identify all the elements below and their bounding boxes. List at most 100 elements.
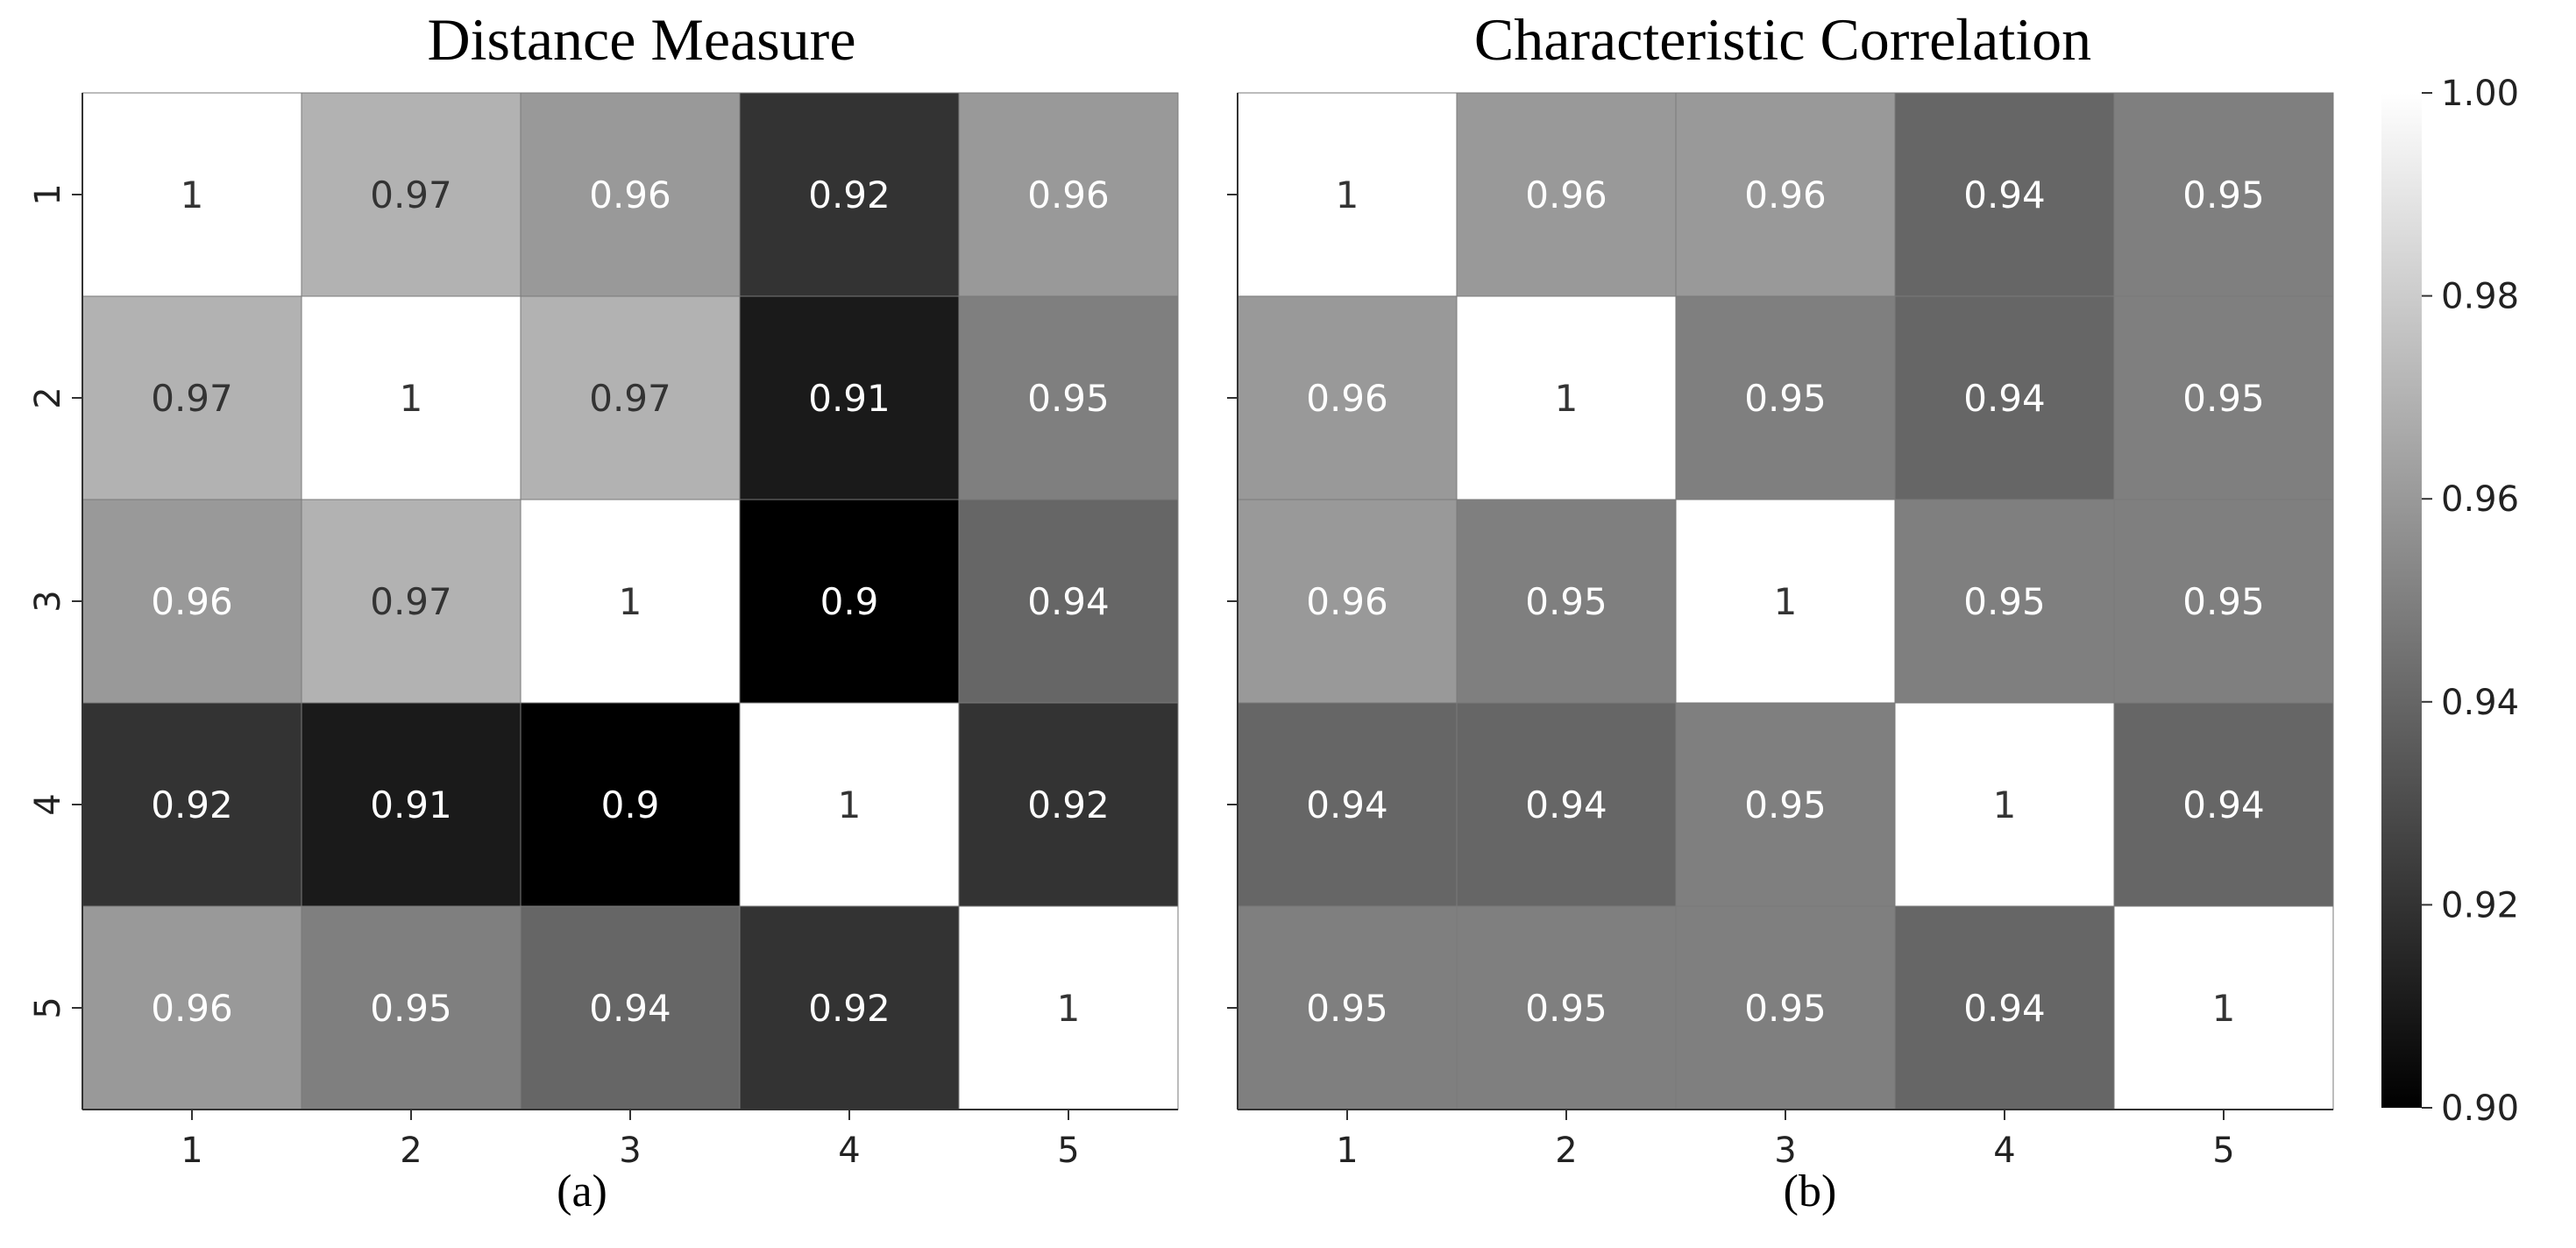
- cell-value-label-a-r3-c1: 0.96: [151, 580, 233, 623]
- cell-value-label-a-r3-c5: 0.94: [1027, 580, 1110, 623]
- cell-value-label-a-r4-c3: 0.9: [601, 784, 660, 826]
- cell-value-label-b-r4-c1: 0.94: [1306, 784, 1388, 826]
- cell-value-label-a-r1-c5: 0.96: [1027, 174, 1110, 216]
- heatmap-cell-a-r3-c2: [301, 499, 522, 704]
- heatmap-cell-b-r3-c1: [1237, 499, 1458, 704]
- axes-b: 1 2 3 4 5: [1227, 93, 2333, 1171]
- cell-value-label-b-r5-c2: 0.95: [1525, 987, 1607, 1030]
- heatmap-cells-b: 1 0.96 0.96 0.94 0.95 0.96 1 0.95 0.94 0.95 0.96 0.…: [1237, 92, 2334, 1110]
- heatmap-cell-b-r3-c3: [1675, 499, 1896, 704]
- cell-value-label-b-r4-c3: 0.95: [1744, 784, 1827, 826]
- colorbar-tick-label-5: 0.92: [2441, 885, 2519, 925]
- cell-value-label-a-r5-c1: 0.96: [151, 987, 233, 1030]
- colorbar-gradient: [2381, 93, 2422, 1108]
- x-tick-label-b-3: 3: [1774, 1131, 1796, 1171]
- cell-value-label-a-r3-c2: 0.97: [370, 580, 452, 623]
- x-tick-label-a-5: 5: [1057, 1131, 1079, 1171]
- heatmap-cell-a-r5-c3: [520, 905, 741, 1110]
- cell-value-label-a-r3-c3: 1: [619, 580, 642, 623]
- cell-value-label-a-r4-c5: 0.92: [1027, 784, 1110, 826]
- heatmap-cell-b-r3-c5: [2113, 499, 2334, 704]
- x-tick-label-b-4: 4: [1993, 1131, 2015, 1171]
- heatmap-cell-a-r3-c5: [958, 499, 1179, 704]
- heatmap-cell-a-r2-c5: [958, 295, 1179, 500]
- cell-value-label-a-r1-c4: 0.92: [808, 174, 891, 216]
- heatmap-cell-b-r5-c1: [1237, 905, 1458, 1110]
- colorbar: 1.00 0.98 0.96 0.94 0.92 0.90: [2381, 74, 2519, 1129]
- cell-value-label-a-r4-c4: 1: [838, 784, 862, 826]
- heatmap-cell-b-r3-c2: [1456, 499, 1677, 704]
- cell-value-label-a-r1-c3: 0.96: [589, 174, 671, 216]
- cell-value-label-b-r2-c1: 0.96: [1306, 377, 1388, 420]
- y-tick-label-a-5: 5: [28, 996, 68, 1018]
- heatmap-cell-b-r2-c4: [1894, 295, 2115, 500]
- heatmap-cell-a-r1-c3: [520, 92, 741, 297]
- axes-a: 1 2 3 4 5 1 2 3 4 5: [28, 93, 1178, 1171]
- heatmap-cell-a-r5-c1: [82, 905, 302, 1110]
- y-tick-label-a-2: 2: [28, 386, 68, 408]
- cell-value-label-a-r1-c1: 1: [181, 174, 204, 216]
- cell-value-label-b-r3-c1: 0.96: [1306, 580, 1388, 623]
- heatmap-cell-b-r1-c5: [2113, 92, 2334, 297]
- cell-value-label-b-r5-c4: 0.94: [1963, 987, 2046, 1030]
- heatmap-cell-a-r3-c3: [520, 499, 741, 704]
- cell-value-label-a-r5-c3: 0.94: [589, 987, 671, 1030]
- heatmap-cell-a-r2-c3: [520, 295, 741, 500]
- heatmap-cell-a-r2-c2: [301, 295, 522, 500]
- heatmap-cell-b-r4-c4: [1894, 702, 2115, 907]
- cell-value-label-b-r5-c5: 1: [2212, 987, 2236, 1030]
- cell-value-label-b-r2-c3: 0.95: [1744, 377, 1827, 420]
- heatmap-cell-b-r4-c2: [1456, 702, 1677, 907]
- cell-value-label-a-r4-c1: 0.92: [151, 784, 233, 826]
- heatmap-cell-b-r1-c3: [1675, 92, 1896, 297]
- colorbar-tick-label-1: 1.00: [2441, 74, 2519, 114]
- cell-value-label-b-r5-c1: 0.95: [1306, 987, 1388, 1030]
- cell-value-label-a-r2-c1: 0.97: [151, 377, 233, 420]
- x-tick-label-b-1: 1: [1336, 1131, 1358, 1171]
- y-tick-label-a-4: 4: [28, 793, 68, 815]
- cell-value-label-b-r1-c3: 0.96: [1744, 174, 1827, 216]
- heatmap-cell-b-r3-c4: [1894, 499, 2115, 704]
- heatmap-cell-b-r2-c3: [1675, 295, 1896, 500]
- cell-value-label-b-r3-c2: 0.95: [1525, 580, 1607, 623]
- x-tick-label-a-4: 4: [838, 1131, 860, 1171]
- x-tick-label-b-2: 2: [1555, 1131, 1577, 1171]
- cell-value-label-b-r5-c3: 0.95: [1744, 987, 1827, 1030]
- chart-title-b: Characteristic Correlation: [1474, 6, 2091, 73]
- cell-value-label-b-r2-c5: 0.95: [2182, 377, 2265, 420]
- x-tick-label-a-2: 2: [400, 1131, 422, 1171]
- cell-value-label-a-r2-c2: 1: [400, 377, 423, 420]
- heatmap-cell-a-r2-c1: [82, 295, 302, 500]
- heatmap-cell-a-r5-c5: [958, 905, 1179, 1110]
- cell-value-label-b-r1-c2: 0.96: [1525, 174, 1607, 216]
- heatmap-cells-a: 1 0.97 0.96 0.92 0.960.97 1 0.97 0.91 0.950.96 0.…: [82, 92, 1179, 1110]
- heatmap-cell-b-r2-c5: [2113, 295, 2334, 500]
- heatmap-cell-b-r5-c3: [1675, 905, 1896, 1110]
- cell-value-label-a-r5-c4: 0.92: [808, 987, 891, 1030]
- heatmap-cell-b-r4-c3: [1675, 702, 1896, 907]
- x-tick-label-b-5: 5: [2212, 1131, 2234, 1171]
- chart-title-a: Distance Measure: [427, 6, 855, 73]
- cell-value-label-b-r1-c5: 0.95: [2182, 174, 2265, 216]
- colorbar-ticks: 1.00 0.98 0.96 0.94 0.92 0.90: [2422, 74, 2519, 1129]
- colorbar-tick-label-3: 0.96: [2441, 479, 2519, 520]
- cell-value-label-a-r2-c4: 0.91: [808, 377, 891, 420]
- cell-value-label-a-r3-c4: 0.9: [820, 580, 879, 623]
- heatmap-cell-a-r4-c4: [739, 702, 960, 907]
- cell-value-label-b-r4-c4: 1: [1993, 784, 2017, 826]
- heatmap-cell-b-r5-c2: [1456, 905, 1677, 1110]
- cell-value-label-b-r3-c5: 0.95: [2182, 580, 2265, 623]
- colorbar-tick-label-4: 0.94: [2441, 683, 2519, 723]
- caption-a: (a): [557, 1166, 607, 1216]
- colorbar-tick-label-2: 0.98: [2441, 277, 2519, 317]
- cell-value-label-b-r2-c4: 0.94: [1963, 377, 2046, 420]
- x-tick-label-a-3: 3: [619, 1131, 641, 1171]
- heatmap-cell-b-r5-c4: [1894, 905, 2115, 1110]
- x-tick-label-a-1: 1: [181, 1131, 202, 1171]
- cell-value-label-a-r2-c5: 0.95: [1027, 377, 1110, 420]
- heatmap-cell-a-r4-c3: [520, 702, 741, 907]
- cell-value-label-b-r1-c1: 1: [1336, 174, 1359, 216]
- y-tick-label-a-1: 1: [28, 183, 68, 205]
- cell-value-label-b-r4-c2: 0.94: [1525, 784, 1607, 826]
